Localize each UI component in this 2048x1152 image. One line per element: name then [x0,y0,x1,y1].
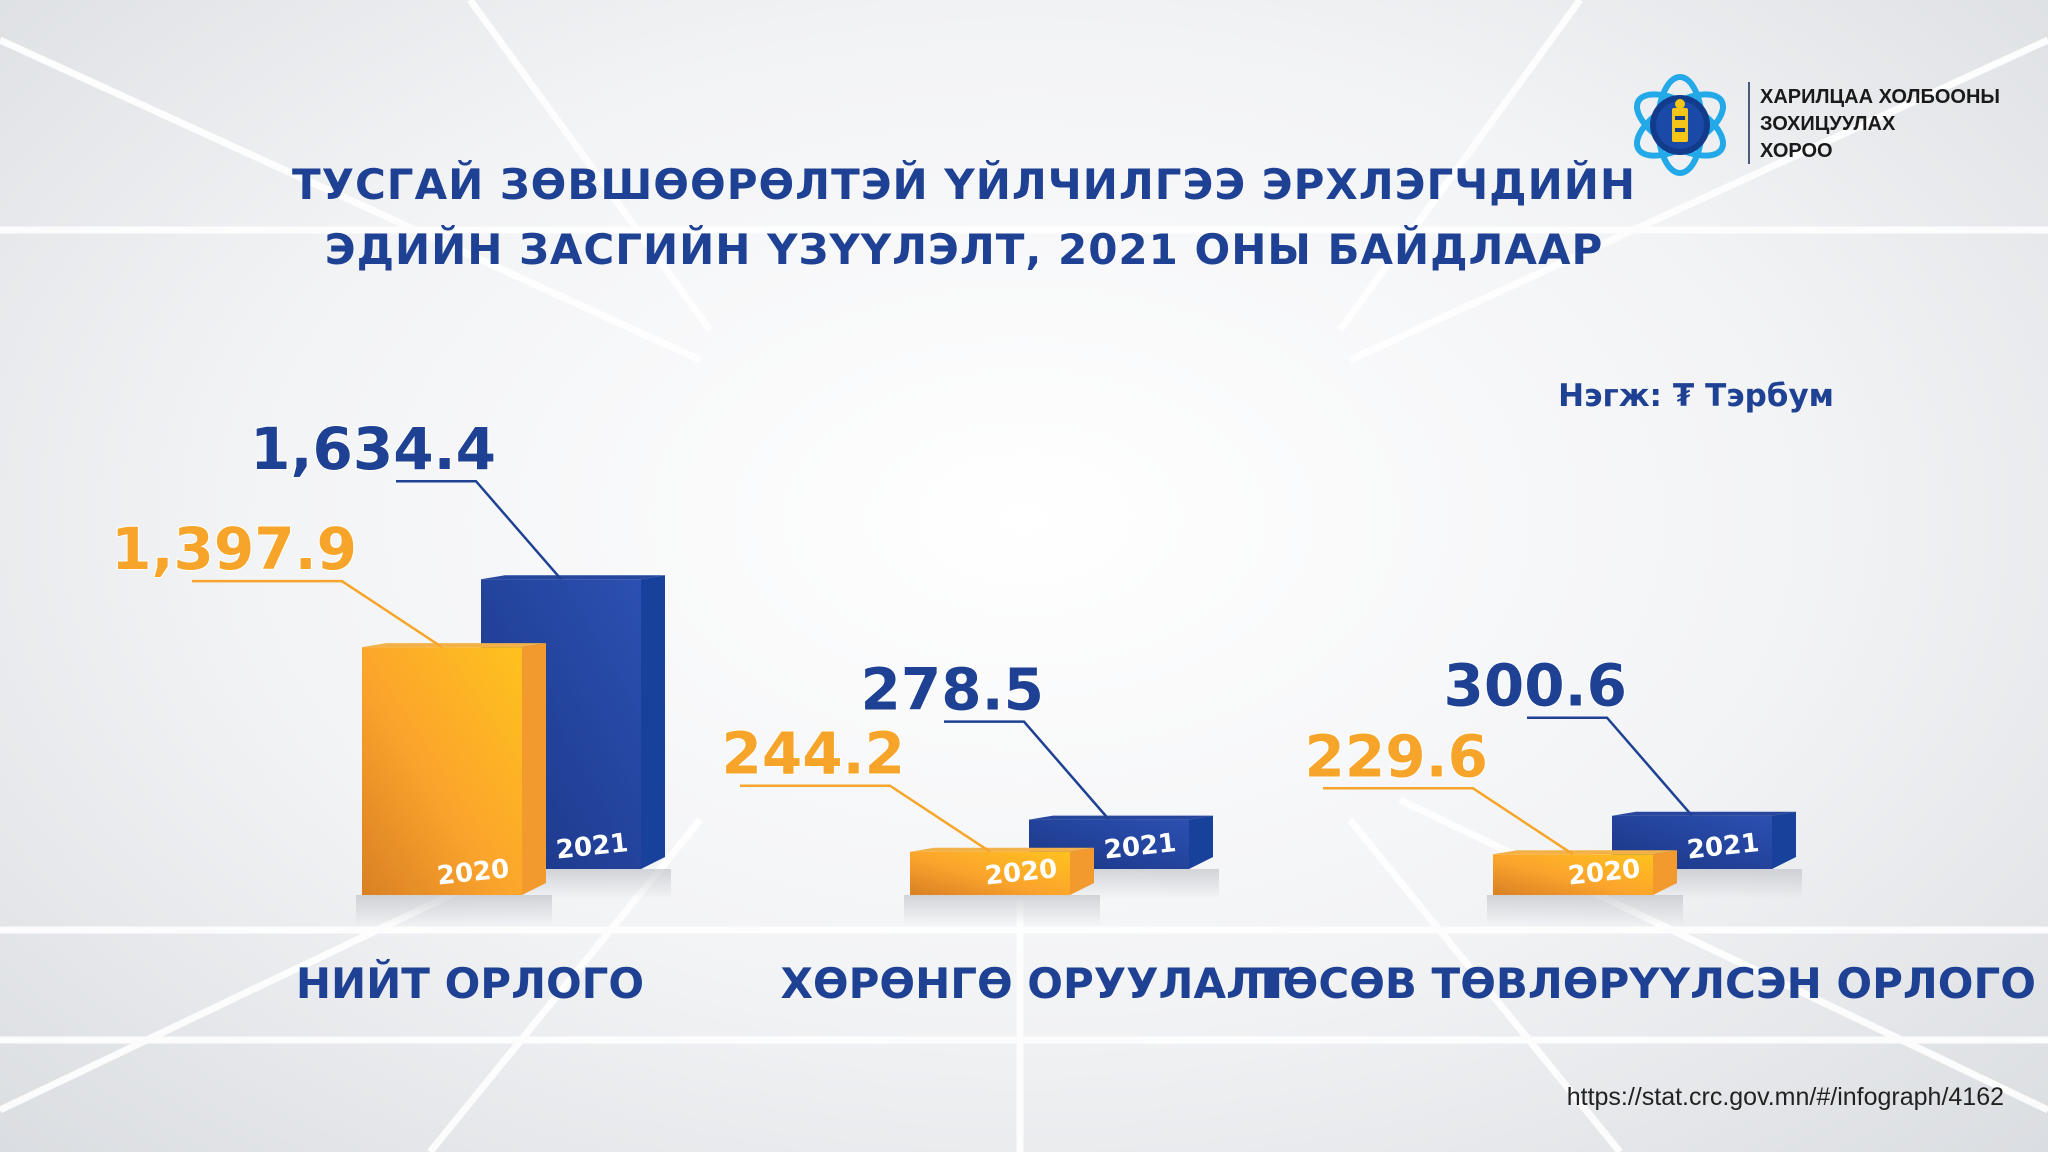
value-leader-line [1527,716,1693,817]
value-leader-line [396,479,562,581]
page-title-line-1: ТУСГАЙ ЗӨВШӨӨРӨЛТЭЙ ҮЙЛЧИЛГЭЭ ЭРХЛЭГЧДИЙ… [291,160,1637,209]
value-label: 300.6 [1444,652,1627,720]
value-label: 244.2 [722,720,905,788]
category-label: ТӨСӨВ ТӨВЛӨРҮҮЛСЭН ОРЛОГО [1254,959,2036,1008]
crc-logo-icon [1634,74,1726,176]
bar-top-2021 [1612,811,1796,816]
bar-shadow [1487,895,1683,925]
bar-side-2020 [1070,847,1094,895]
value-label: 1,397.9 [111,515,357,583]
value-leader-line [1323,787,1574,856]
bar-2020 [910,851,1070,895]
value-leader-line [944,720,1110,821]
value-leader-line [740,784,991,853]
bar-side-2020 [1653,850,1677,895]
organization-name-line-1: ХАРИЛЦАА ХОЛБООНЫ [1760,86,2001,108]
logo-divider [1748,82,1750,164]
bar-top-2020 [910,847,1094,852]
unit-label: Нэгж: ₮ Тэрбум [1558,378,1834,414]
bar-side-2020 [522,643,546,895]
bar-top-2020 [362,643,546,648]
bar-shadow [904,895,1100,925]
bar-2020 [1493,854,1653,895]
value-label: 1,634.4 [250,415,496,483]
category-label: ХӨРӨНГӨ ОРУУЛАЛТ [781,959,1290,1008]
value-label: 229.6 [1305,722,1488,790]
value-leader-line [192,579,443,649]
bar-side-2021 [1772,811,1796,869]
bar-shadow [356,895,552,925]
page-title-line-2: ЭДИЙН ЗАСГИЙН ҮЗҮҮЛЭЛТ, 2021 ОНЫ БАЙДЛАА… [324,225,1604,274]
organization-name-line-2: ЗОХИЦУУЛАХ [1760,113,1896,135]
organization-name-line-3: ХОРОО [1760,140,1833,162]
bar-top-2021 [1029,815,1213,820]
category-label: НИЙТ ОРЛОГО [296,958,644,1008]
organization-name: ХАРИЛЦАА ХОЛБООНЫ ЗОХИЦУУЛАХ ХОРОО [1760,84,2000,165]
bar-side-2021 [1189,815,1213,869]
value-label: 278.5 [861,656,1044,724]
bar-2020 [362,647,522,895]
bar-top-2020 [1493,850,1677,855]
source-url: https://stat.crc.gov.mn/#/infograph/4162 [1566,1083,2004,1111]
bar-side-2021 [641,575,665,869]
bar-top-2021 [481,575,665,580]
